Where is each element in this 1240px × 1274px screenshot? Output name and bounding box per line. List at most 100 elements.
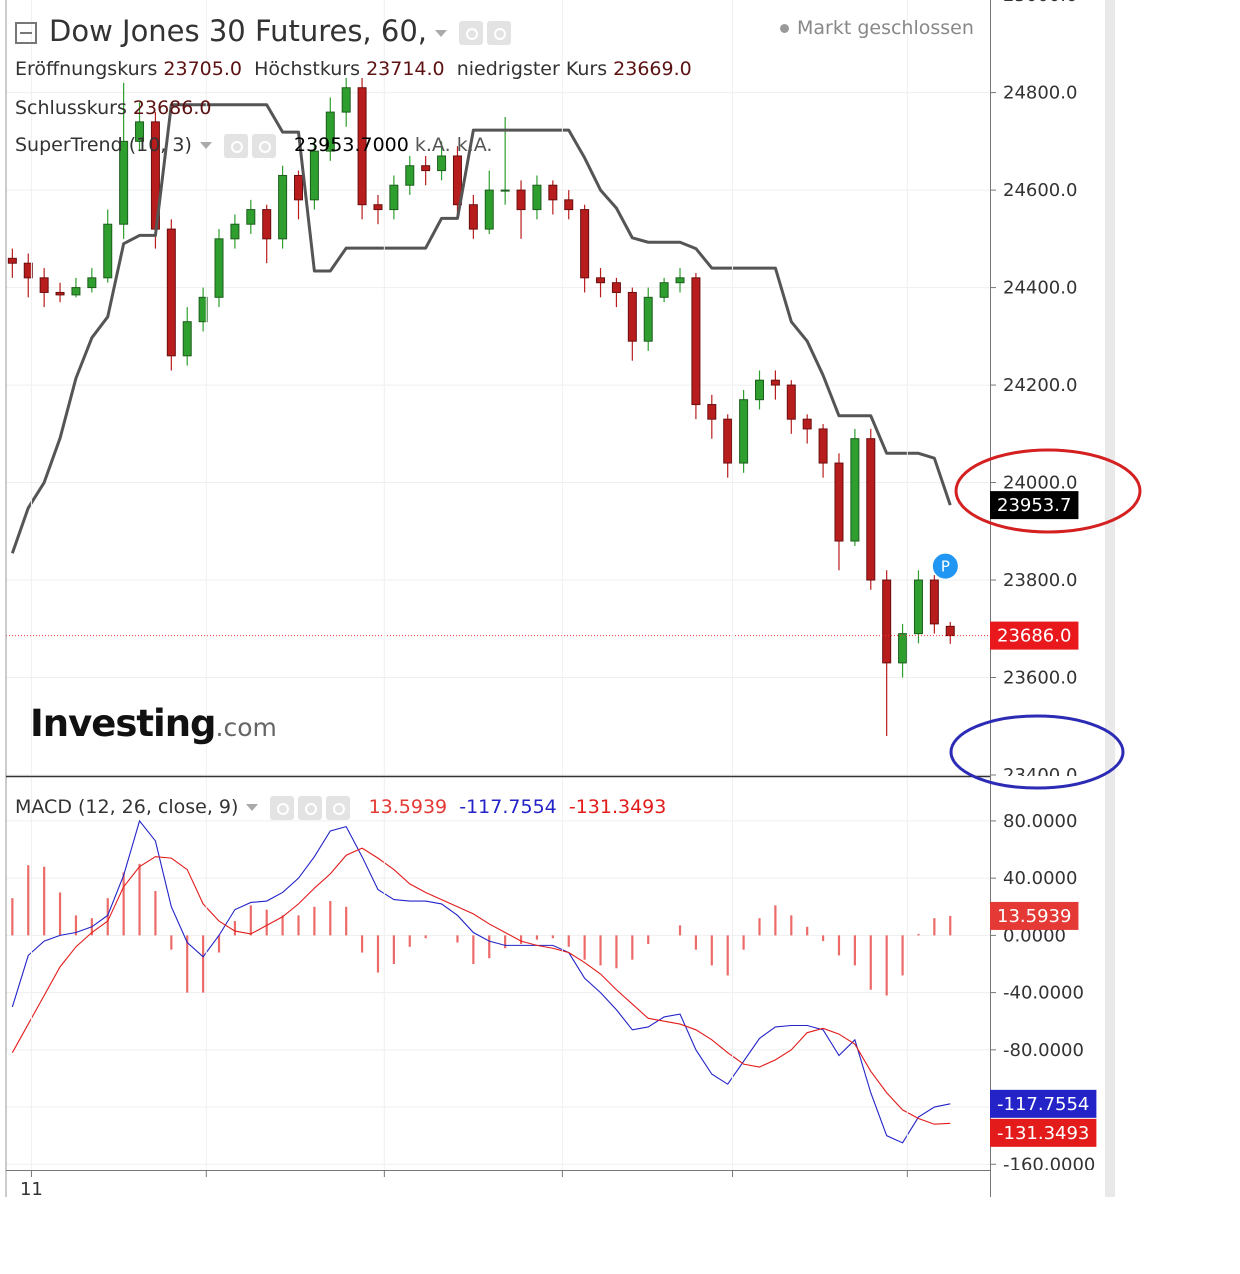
candle-body: [707, 404, 717, 420]
dropdown-caret[interactable]: [199, 142, 212, 149]
y-tick-label: 0.0000: [1003, 925, 1066, 946]
eye-icon[interactable]: [270, 795, 295, 820]
eye-icon[interactable]: [459, 21, 483, 45]
candle-body: [834, 462, 844, 542]
candle-body: [723, 418, 733, 464]
candle-body: [341, 87, 351, 113]
candle-body: [357, 87, 367, 206]
candle-body: [309, 150, 319, 201]
price-axis: 23400.0 23600.0 23800.0 24000.0 24200.0 24400…: [990, 0, 1077, 776]
candle-body: [198, 296, 208, 323]
legend-value: 23953.7000: [294, 134, 409, 156]
event-marker: [931, 552, 959, 580]
legend-label: Schlusskurs: [15, 97, 127, 119]
candle-body: [675, 277, 685, 284]
candle-body: [421, 165, 431, 172]
chart-header: Dow Jones 30 Futures, 60,: [15, 14, 511, 48]
candle-body: [739, 399, 749, 464]
value-tag-label: 23686.0: [997, 626, 1071, 647]
value-tag-label: 13.5939: [997, 906, 1071, 927]
dropdown-caret[interactable]: [246, 804, 259, 811]
candle-body: [325, 111, 335, 152]
event-marker-label: P: [941, 558, 950, 576]
legend-value: 23686.0: [132, 97, 212, 119]
value-tag: [990, 1118, 1097, 1147]
y-tick-label: 24800.0: [1003, 83, 1077, 104]
close-legend: Schlusskurs 23686.0: [15, 96, 211, 120]
annotation-blue-ellipse: [949, 714, 1125, 790]
candle-body: [818, 428, 828, 464]
candle-body: [119, 140, 129, 225]
supertrend-legend: SuperTrend (10, 3) 23953.7000 k.A. k.A.: [15, 133, 492, 158]
macd-legend: MACD (12, 26, close, 9) 13.5939 -117.755…: [15, 795, 666, 820]
y-tick-label: 24000.0: [1003, 473, 1077, 494]
value-tag: [990, 491, 1079, 520]
legend-label: Höchstkurs: [254, 58, 361, 80]
candle-body: [87, 277, 97, 289]
collapse-icon[interactable]: [15, 22, 37, 44]
close-icon[interactable]: [326, 795, 351, 820]
value-tag: [990, 901, 1079, 930]
candle-body: [214, 238, 224, 298]
candle-body: [373, 204, 383, 211]
legend-value: -117.7554: [459, 796, 557, 818]
y-tick-label: 24600.0: [1003, 180, 1077, 201]
candle-body: [945, 625, 955, 637]
eye-icon[interactable]: [223, 133, 248, 158]
y-tick-label: 25000.0: [1003, 0, 1077, 6]
market-status: Markt geschlossen: [780, 16, 974, 40]
candle-body: [278, 174, 288, 240]
candle-body: [691, 277, 701, 406]
candle-body: [659, 282, 669, 298]
candle-body: [643, 296, 653, 342]
settings-icon[interactable]: [298, 795, 323, 820]
candle-body: [850, 438, 860, 542]
legend-label: niedrigster Kurs: [456, 58, 608, 80]
candle-body: [898, 633, 908, 664]
legend-value: -131.3493: [568, 796, 667, 818]
candle-body: [786, 384, 796, 420]
candle-body: [532, 184, 542, 211]
candle-body: [802, 418, 812, 430]
candle-body: [627, 291, 637, 342]
settings-icon[interactable]: [251, 133, 276, 158]
supertrend-line: [10, 103, 952, 554]
candle-body: [564, 199, 574, 211]
candle-body: [770, 379, 780, 386]
y-tick-label: -160.0000: [1003, 1154, 1095, 1175]
candle-body: [135, 121, 145, 142]
candle-body: [929, 579, 939, 625]
price-tags: 23953.7 23686.0 13.5939 -117.7554 -131.3493: [990, 491, 1097, 1147]
value-tag: [990, 621, 1079, 650]
y-tick-label: -80.0000: [1003, 1040, 1084, 1061]
logo-main: Investing: [30, 702, 217, 745]
candle-body: [405, 165, 415, 186]
status-text: Markt geschlossen: [797, 17, 974, 39]
candle-body: [882, 579, 892, 664]
logo-suffix: .com: [215, 713, 277, 742]
x-axis: 11: [20, 1170, 908, 1200]
chart-title: Dow Jones 30 Futures, 60,: [49, 14, 427, 48]
candle-body: [262, 209, 272, 240]
legend-value: 23714.0: [366, 58, 445, 80]
candle-body: [166, 228, 176, 357]
value-tag-label: -131.3493: [997, 1123, 1089, 1144]
candle-body: [754, 379, 764, 401]
candle-body: [484, 189, 494, 230]
candle-body: [452, 155, 462, 206]
candle-body: [866, 438, 876, 581]
ohlc-legend: Eröffnungskurs 23705.0 Höchstkurs 23714.…: [15, 57, 692, 81]
settings-icon[interactable]: [487, 21, 511, 45]
candle-body: [913, 579, 923, 635]
logo: Investing.com: [30, 705, 277, 742]
macd-line: [11, 819, 951, 1144]
dropdown-caret[interactable]: [435, 29, 447, 37]
y-tick-label: 23600.0: [1003, 668, 1077, 689]
legend-value: 23669.0: [613, 58, 692, 80]
legend-value: 23705.0: [163, 58, 242, 80]
macd-pane: [6, 778, 990, 1170]
legend-label: MACD (12, 26, close, 9): [15, 796, 239, 818]
candle-body: [516, 189, 526, 211]
candle-body: [71, 287, 81, 296]
